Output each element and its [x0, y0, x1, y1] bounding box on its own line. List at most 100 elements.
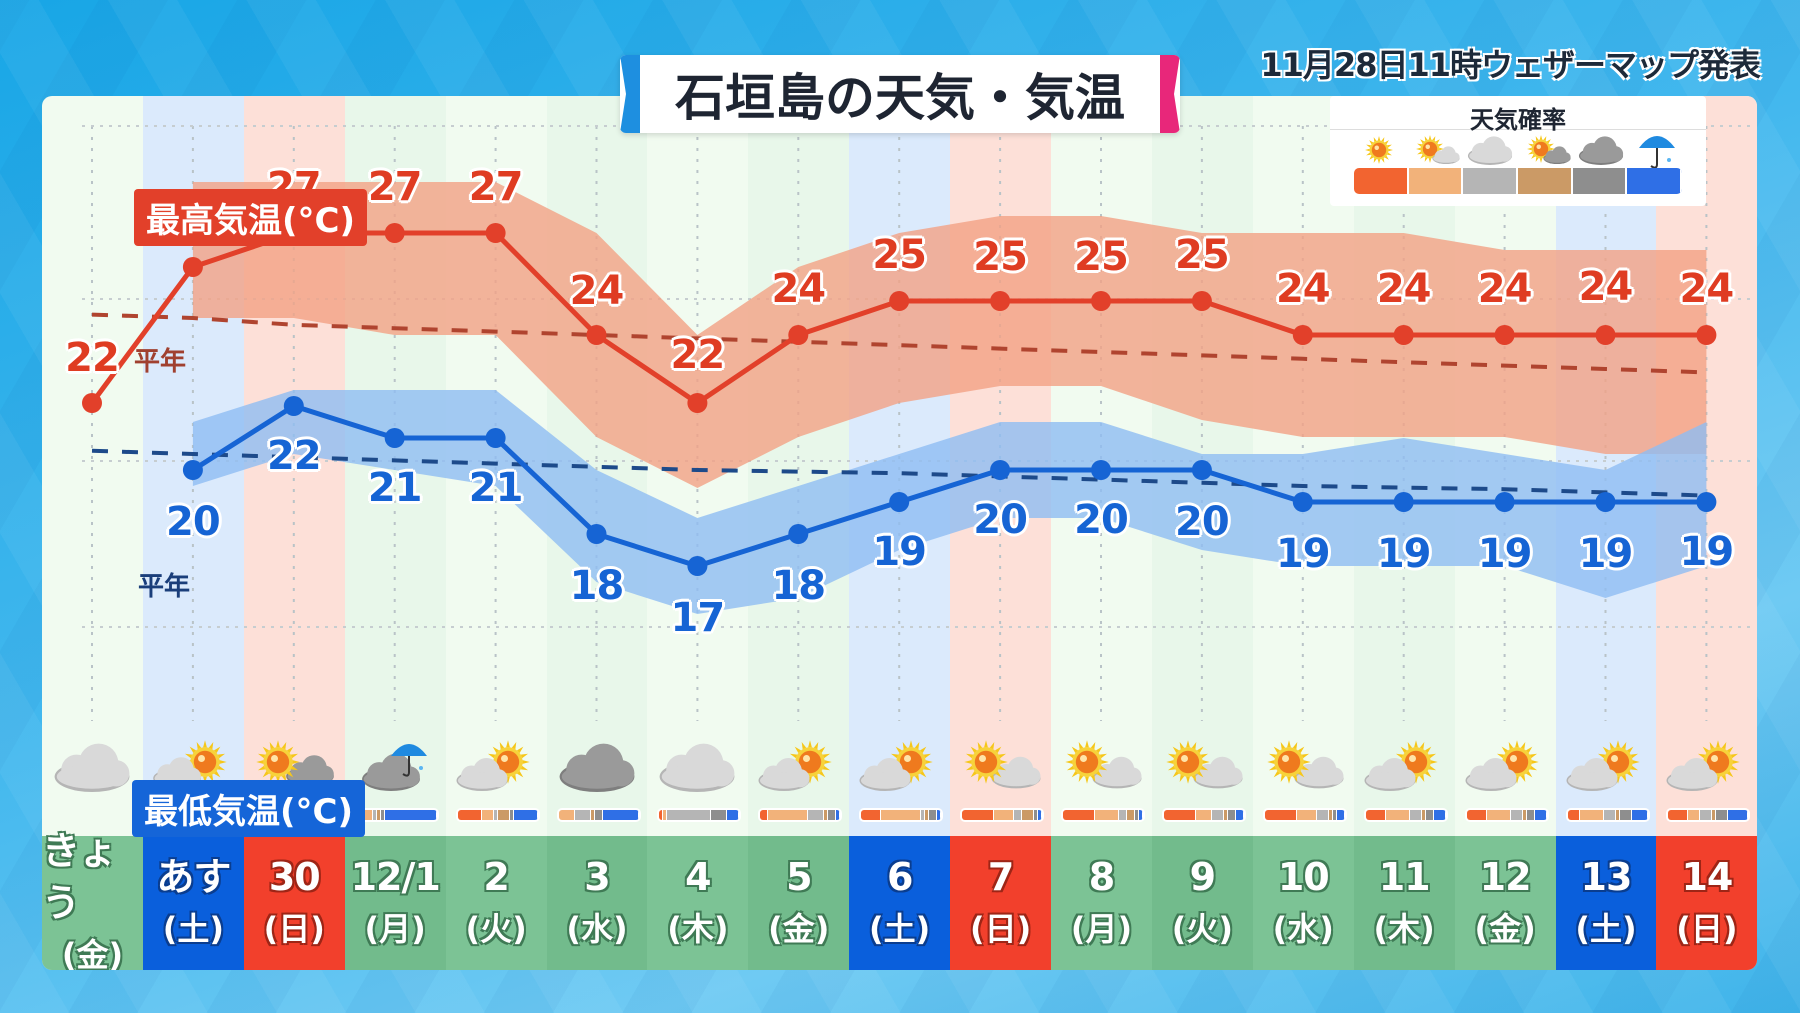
- probability-segment: [1433, 810, 1446, 820]
- cloudy-sometimes-sunny-icon: [1666, 740, 1741, 791]
- min-temp-value: 20: [1074, 497, 1129, 543]
- probability-segment: [1316, 810, 1329, 820]
- probability-segment: [513, 810, 538, 820]
- cloud-icon: [456, 758, 508, 791]
- weather-probability-legend: 天気確率: [1330, 96, 1706, 206]
- day-weekday: (月): [1070, 910, 1133, 948]
- weather-cell: [1656, 732, 1757, 832]
- umbrella-icon: [390, 744, 427, 777]
- weather-probability-bar: [1363, 808, 1448, 822]
- max-temp-point: [485, 223, 506, 243]
- max-temp-point: [687, 393, 708, 413]
- max-temp-point: [384, 223, 405, 243]
- probability-segment: [1195, 810, 1212, 820]
- max-temp-value: 24: [1376, 266, 1432, 312]
- max-temp-point: [1091, 291, 1111, 311]
- day-weekday: (土): [162, 910, 225, 948]
- probability-segment: [1014, 810, 1023, 820]
- cloudy-sometimes-sunny-icon: [1364, 740, 1438, 791]
- max-temp-point: [1595, 325, 1616, 345]
- day-weekday: (火): [1171, 910, 1234, 948]
- probability-segment: [1332, 810, 1337, 820]
- max-temp-point: [788, 325, 809, 345]
- cloudy-sometimes-sunny-icon: [1566, 740, 1640, 791]
- probability-segment: [574, 810, 591, 820]
- legend-color-swatch: [1572, 168, 1628, 194]
- umbrella-icon: [1632, 134, 1682, 169]
- min-temp-point: [283, 396, 304, 416]
- probability-segment: [659, 810, 664, 820]
- min-temp-line: [191, 403, 1707, 569]
- probability-segment: [1579, 810, 1604, 820]
- normal-max-label: 平年: [134, 347, 187, 377]
- weather-cell: [748, 732, 849, 832]
- max-temp-value: 24: [569, 268, 625, 314]
- probability-segment: [1328, 810, 1333, 820]
- max-temp-value: 25: [1175, 232, 1230, 278]
- cloudy-sometimes-sunny-icon: [758, 740, 832, 791]
- cloud-icon: [1364, 758, 1416, 791]
- max-temp-value: 25: [1074, 234, 1129, 280]
- probability-segment: [1728, 810, 1749, 820]
- probability-segment: [384, 810, 437, 820]
- weather-cell: [1455, 732, 1556, 832]
- probability-segment: [1712, 810, 1717, 820]
- probability-segment: [1063, 810, 1095, 820]
- probability-segment: [824, 810, 829, 820]
- temperature-chart: [82, 125, 1752, 721]
- day-date: 6: [886, 855, 913, 899]
- day-cell: 12 (金): [1454, 836, 1556, 970]
- weather-probability-bar: [1666, 808, 1751, 822]
- sunny-then-cloudy-icon: [1410, 134, 1460, 166]
- day-weekday: (日): [263, 910, 325, 948]
- probability-segment: [1038, 810, 1043, 820]
- min-temp-point: [687, 556, 708, 576]
- day-cell: 2 (火): [445, 836, 547, 970]
- probability-segment: [1567, 810, 1580, 820]
- cloud-icon: [859, 758, 911, 791]
- probability-segment: [1421, 810, 1426, 820]
- probability-segment: [808, 810, 825, 820]
- weather-cell: [1051, 732, 1152, 832]
- weather-cell: [647, 732, 748, 832]
- probability-segment: [457, 810, 482, 820]
- probability-segment: [929, 810, 938, 820]
- cloudy-sometimes-sunny-icon: [1465, 740, 1539, 791]
- weather-cell: [1253, 732, 1354, 832]
- sun-icon: [1166, 740, 1210, 784]
- day-date: 10: [1277, 855, 1330, 899]
- max-temp-value: 22: [670, 332, 726, 378]
- min-temp-value: 19: [872, 529, 927, 575]
- cloud-icon: [659, 743, 735, 792]
- sunny-sometimes-cloudy-icon: [964, 740, 1041, 789]
- column-bg: [748, 96, 850, 836]
- max-temp-point: [1191, 291, 1212, 311]
- probability-segment: [1227, 810, 1236, 820]
- min-temp-label: 最低気温(°C): [132, 780, 366, 837]
- probability-segment: [602, 810, 639, 820]
- day-date: 13: [1580, 855, 1633, 899]
- probability-segment: [493, 810, 498, 820]
- probability-segment: [1296, 810, 1317, 820]
- cloud-icon: [54, 743, 130, 792]
- cloud-icon: [758, 758, 810, 791]
- sun-icon: [1526, 135, 1555, 163]
- min-temp-value: 20: [973, 497, 1028, 543]
- min-temp-value: 18: [569, 563, 625, 609]
- probability-segment: [1264, 810, 1297, 820]
- probability-segment: [509, 810, 514, 820]
- sunny-sometimes-cloudy-icon: [1521, 134, 1571, 166]
- probability-segment: [1034, 810, 1039, 820]
- min-temp-point: [1595, 492, 1616, 512]
- probability-segment: [1425, 810, 1434, 820]
- sun-icon: [256, 740, 300, 784]
- day-cell: 8 (月): [1051, 836, 1152, 970]
- day-date: 4: [685, 855, 711, 899]
- sunny-sometimes-cloudy-icon: [1267, 740, 1344, 789]
- weather-probability-bar: [1565, 808, 1650, 822]
- probability-segment: [1127, 810, 1135, 820]
- probability-segment: [1385, 810, 1410, 820]
- min-temp-value: 19: [1679, 529, 1735, 575]
- probability-segment: [1615, 810, 1620, 820]
- cloud-icon: [1294, 756, 1344, 789]
